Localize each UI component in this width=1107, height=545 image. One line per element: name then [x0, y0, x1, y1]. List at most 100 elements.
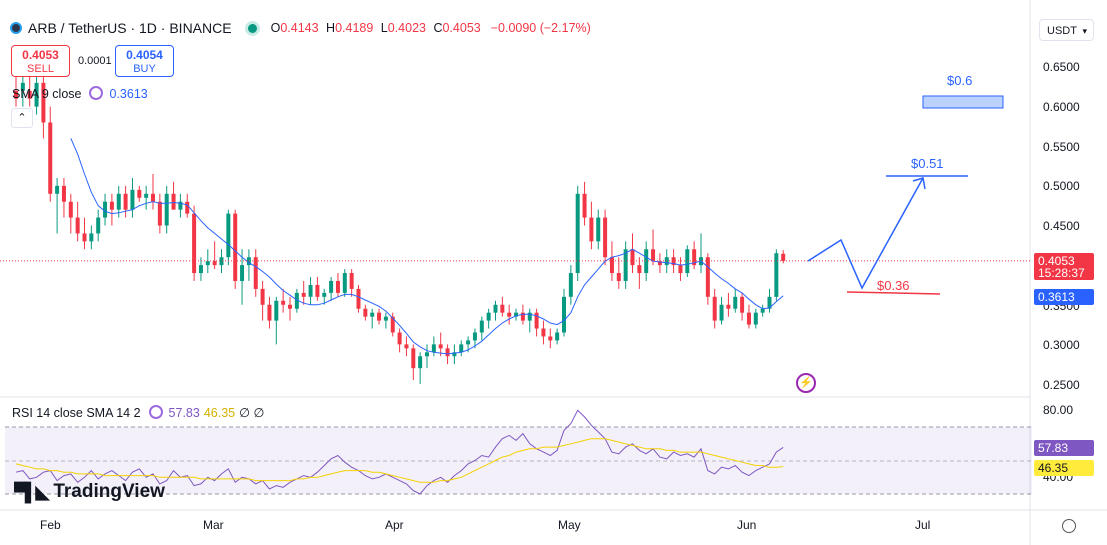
candle-body: [425, 352, 429, 357]
candle-body: [651, 249, 656, 262]
candle-body: [151, 193, 155, 202]
candle-body: [260, 288, 265, 305]
candle-body: [582, 193, 587, 218]
candle-body: [644, 249, 649, 274]
candle-body: [240, 265, 245, 281]
candle-body: [89, 233, 94, 242]
rsi-value-tag: 57.83: [1034, 440, 1094, 456]
support-label: $0.36: [877, 278, 910, 293]
candle-body: [68, 201, 73, 218]
candle-body: [116, 193, 121, 210]
candle-body: [96, 217, 101, 234]
candle-body: [34, 82, 39, 107]
projection-arrow-head: [912, 177, 926, 190]
candle-body: [767, 296, 772, 309]
candle-body: [500, 304, 505, 313]
candle-body: [719, 304, 724, 321]
candle-body: [171, 193, 176, 210]
candle-body: [548, 336, 553, 341]
candle-body: [733, 296, 738, 309]
candle-body: [294, 292, 299, 309]
price-axis-tick: 0.4500: [1043, 219, 1080, 233]
indicator-settings-icon[interactable]: [148, 405, 163, 419]
chevron-down-icon: ▾: [1082, 26, 1087, 36]
price-axis-tick: 0.3000: [1043, 338, 1080, 352]
currency-select[interactable]: USDT ▾: [1039, 19, 1094, 41]
candle-body: [75, 217, 80, 234]
candle-body: [335, 280, 340, 293]
candle-body: [41, 82, 46, 123]
last-price-tag: 0.4053 15:28:37: [1034, 253, 1094, 280]
price-axis-tick: 0.2500: [1043, 378, 1080, 392]
collapse-legend-button[interactable]: ⌃: [11, 108, 33, 128]
candle-body: [178, 201, 183, 210]
candle-body: [541, 328, 546, 337]
candle-body: [14, 90, 18, 99]
candle-body: [233, 213, 238, 281]
rsi-legend[interactable]: RSI 14 close SMA 14 2 57.83 46.35 ∅ ∅: [12, 405, 265, 420]
candle-body: [568, 273, 573, 297]
chart-settings-icon[interactable]: [1062, 519, 1076, 533]
candle-body: [452, 352, 457, 357]
market-status-icon: [247, 23, 257, 33]
candle-body: [157, 201, 162, 226]
candle-body: [603, 217, 608, 258]
candle-body: [20, 82, 25, 91]
time-axis-label: Jun: [737, 518, 757, 532]
candle-body: [466, 340, 471, 345]
candle-body: [288, 304, 292, 309]
spread-value: 0.0001: [78, 55, 112, 67]
candle-body: [630, 249, 635, 266]
candle-body: [342, 273, 347, 293]
tradingview-logo[interactable]: ▀▌◣ TradingView: [14, 481, 165, 502]
buy-button[interactable]: 0.4054 BUY: [115, 45, 174, 77]
candle-body: [329, 280, 334, 293]
rsi-line: [15, 409, 784, 495]
candle-body: [315, 284, 320, 297]
candle-body: [493, 304, 498, 313]
candle-body: [322, 292, 327, 297]
projection-path: [807, 177, 924, 290]
candle-body: [363, 308, 368, 317]
candle-body: [753, 312, 758, 325]
candle-body: [534, 312, 539, 329]
candle-body: [383, 316, 388, 321]
candle-body: [760, 308, 765, 313]
candle-body: [198, 265, 203, 274]
time-axis-label: Jul: [915, 518, 931, 532]
candle-body: [219, 257, 224, 266]
candle-body: [472, 332, 477, 341]
candle-body: [692, 249, 697, 266]
candle-body: [507, 312, 512, 317]
candle-body: [212, 261, 217, 266]
rsi-axis-tick: 80.00: [1043, 403, 1074, 417]
candle-body: [479, 320, 484, 333]
rsi-sma-tag: 46.35: [1034, 460, 1094, 476]
candle-body: [82, 233, 87, 242]
sma-line: [70, 138, 784, 355]
candle-body: [274, 300, 279, 321]
candle-body: [55, 185, 60, 194]
sma-legend[interactable]: SMA 9 close 0.3613: [12, 86, 148, 101]
candle-body: [609, 257, 614, 274]
candle-body: [27, 90, 32, 99]
candle-body: [671, 257, 676, 266]
candle-body: [226, 213, 231, 258]
target-zone-1: [922, 95, 1004, 109]
candle-body: [192, 213, 197, 274]
candle-body: [486, 312, 491, 321]
price-axis-tick: 0.6500: [1043, 60, 1080, 74]
symbol-title[interactable]: ARB / TetherUS · 1D · BINANCE: [28, 20, 232, 36]
candle-body: [48, 122, 53, 194]
candle-body: [130, 189, 135, 210]
candle-body: [301, 292, 306, 297]
sell-button[interactable]: 0.4053 SELL: [11, 45, 70, 77]
candle-body: [637, 265, 642, 274]
candle-body: [726, 304, 731, 309]
indicator-settings-icon[interactable]: [89, 86, 104, 100]
time-axis-label: Mar: [203, 518, 224, 532]
candle-body: [404, 344, 409, 349]
lightning-icon[interactable]: ⚡: [796, 373, 816, 393]
candle-body: [589, 217, 594, 242]
